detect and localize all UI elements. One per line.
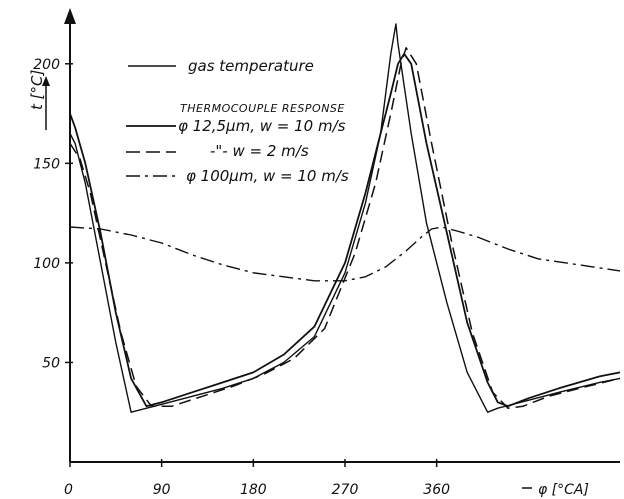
y-axis-arrow bbox=[64, 8, 76, 24]
x-tick-label: 90 bbox=[153, 482, 171, 498]
y-tick-label: 100 bbox=[33, 256, 60, 272]
y-axis-label: t [°C] bbox=[28, 70, 46, 110]
y-ticks: 50 100 150 200 bbox=[33, 57, 73, 371]
legend-label-gas: gas temperature bbox=[188, 57, 314, 75]
legend-label-100um-w10: φ 100μm, w = 10 m/s bbox=[186, 167, 349, 185]
series-line-2 bbox=[69, 52, 621, 408]
series-line-3 bbox=[69, 47, 621, 409]
legend-label-12um-w10: φ 12,5μm, w = 10 m/s bbox=[178, 117, 346, 135]
x-tick-label: 180 bbox=[240, 482, 267, 498]
x-tick-label: 0 bbox=[64, 482, 73, 498]
y-axis-label-arrowhead bbox=[42, 76, 50, 86]
legend: gas temperature THERMOCOUPLE RESPONSE φ … bbox=[126, 57, 349, 185]
legend-label-12um-w2: -"- w = 2 m/s bbox=[210, 142, 309, 160]
series-group bbox=[69, 23, 621, 413]
axes bbox=[64, 8, 620, 463]
x-axis-label: φ [°CA] bbox=[538, 482, 589, 498]
series-line-4 bbox=[69, 226, 621, 282]
y-tick-label: 50 bbox=[42, 355, 60, 371]
x-tick-label: 360 bbox=[423, 482, 450, 498]
y-tick-label: 200 bbox=[33, 57, 60, 73]
legend-header: THERMOCOUPLE RESPONSE bbox=[180, 102, 345, 115]
y-tick-label: 150 bbox=[33, 156, 60, 172]
series-line-1 bbox=[69, 23, 621, 413]
x-ticks: 0 90 180 270 360 bbox=[64, 459, 450, 498]
x-tick-label: 270 bbox=[332, 482, 359, 498]
